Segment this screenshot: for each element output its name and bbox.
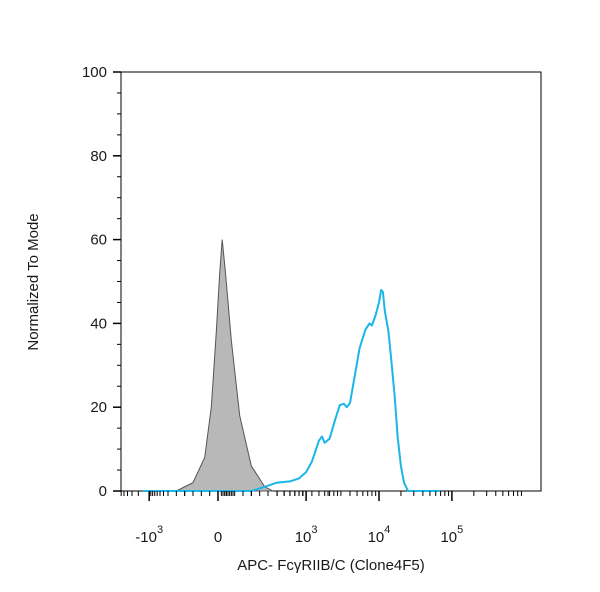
y-tick-label: 20 — [90, 399, 107, 416]
y-tick-label: 100 — [82, 64, 107, 81]
x-tick-label: 105 — [440, 524, 463, 546]
y-tick-label: 60 — [90, 232, 107, 249]
y-axis-title: Normalized To Mode — [25, 213, 42, 350]
x-tick-label: -103 — [135, 524, 163, 546]
series-layer — [142, 239, 441, 492]
series-1-line-histogram — [142, 288, 441, 492]
labels-layer: 0 20 40 60 80 100 -103 0 103 104 105 — [82, 64, 463, 546]
x-tick-label: 104 — [368, 524, 391, 546]
y-tick-label: 0 — [99, 483, 107, 500]
y-tick-label: 40 — [90, 315, 107, 332]
x-tick-label: 0 — [214, 529, 222, 546]
x-axis-title: APC- FcγRIIB/C (Clone4F5) — [237, 557, 425, 574]
y-tick-label: 80 — [90, 148, 107, 165]
x-tick-label: 103 — [295, 524, 318, 546]
axes-layer — [113, 71, 522, 501]
plot-frame — [120, 71, 542, 492]
series-0-filled-histogram — [176, 239, 274, 492]
